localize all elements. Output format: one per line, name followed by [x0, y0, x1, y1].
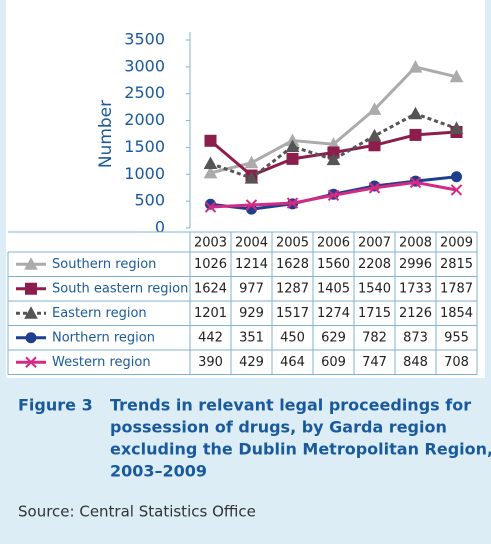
table-cell: 2996	[399, 257, 432, 272]
table-cell: 1517	[276, 306, 309, 321]
table-cell: 1628	[276, 257, 309, 272]
table-cell: 429	[239, 355, 264, 370]
marker	[244, 155, 259, 169]
y-tick-label: 2000	[124, 110, 165, 129]
y-tick-label: 1000	[124, 164, 165, 183]
table-cell: 351	[239, 330, 264, 345]
table-cell: 1274	[317, 306, 350, 321]
table-cell: 609	[321, 355, 346, 370]
marker	[409, 128, 422, 141]
marker	[204, 201, 217, 213]
y-tick-label: 500	[134, 191, 165, 210]
marker	[408, 60, 423, 73]
table-cell: 929	[239, 306, 264, 321]
table-cell: 1287	[276, 281, 309, 296]
x-tick-label: 2005	[276, 236, 309, 251]
marker	[409, 176, 422, 189]
table-cell: 1624	[194, 281, 227, 296]
legend-label: Northern region	[52, 330, 155, 345]
marker	[286, 197, 299, 209]
y-axis-label: Number	[96, 100, 116, 168]
marker	[449, 69, 464, 83]
table-cell: 629	[321, 330, 346, 345]
table-cell: 2815	[440, 257, 473, 272]
table-cell: 1214	[235, 257, 268, 272]
legend-label: South eastern region	[52, 281, 188, 296]
marker	[285, 139, 300, 153]
marker	[25, 332, 37, 344]
table-cell: 1787	[440, 281, 473, 296]
marker	[326, 152, 341, 166]
marker	[327, 189, 340, 201]
table-cell: 873	[403, 330, 428, 345]
table-cell: 442	[198, 330, 223, 345]
table-cell: 708	[444, 355, 469, 370]
marker	[203, 165, 218, 179]
marker	[203, 156, 218, 169]
table-cell: 1405	[317, 281, 350, 296]
table-cell: 1715	[358, 306, 391, 321]
table-cell: 1540	[358, 281, 391, 296]
marker	[450, 184, 463, 196]
marker	[25, 356, 37, 368]
marker	[25, 282, 37, 295]
y-tick-label: 3500	[124, 30, 165, 49]
marker	[449, 121, 464, 134]
marker	[367, 102, 382, 115]
table-cell: 1201	[194, 306, 227, 321]
legend-label: Western region	[52, 355, 151, 370]
marker	[368, 139, 381, 152]
table-cell: 2208	[358, 257, 391, 272]
caption-line: Trends in relevant legal proceedings for	[110, 396, 471, 415]
y-tick-label: 2500	[124, 83, 165, 102]
x-tick-label: 2008	[399, 236, 432, 251]
caption-line: excluding the Dublin Metropolitan Region…	[110, 440, 491, 459]
caption-line: 2003–2009	[110, 462, 207, 481]
chart-panel	[6, 0, 485, 378]
marker	[204, 134, 217, 147]
x-tick-label: 2007	[358, 236, 391, 251]
figure-label: Figure 3	[18, 396, 93, 415]
table-cell: 464	[280, 355, 305, 370]
table-cell: 1733	[399, 281, 432, 296]
caption-line: possession of drugs, by Garda region	[110, 418, 447, 437]
marker	[451, 171, 462, 183]
marker	[368, 182, 381, 194]
table-cell: 848	[403, 355, 428, 370]
marker	[245, 199, 258, 211]
table-cell: 390	[198, 355, 223, 370]
x-tick-label: 2004	[235, 236, 268, 251]
legend-label: Eastern region	[52, 306, 147, 321]
y-tick-label: 0	[155, 218, 165, 237]
marker	[367, 128, 382, 142]
x-tick-label: 2009	[440, 236, 473, 251]
marker	[24, 306, 38, 319]
table-cell: 1854	[440, 306, 473, 321]
x-tick-label: 2003	[194, 236, 227, 251]
source: Source: Central Statistics Office	[18, 503, 256, 521]
table-cell: 1560	[317, 257, 350, 272]
table-cell: 977	[239, 281, 264, 296]
marker	[286, 152, 299, 165]
y-tick-label: 1500	[124, 137, 165, 156]
table-cell: 450	[280, 330, 305, 345]
table-cell: 782	[362, 330, 387, 345]
marker	[24, 257, 38, 270]
x-tick-label: 2006	[317, 236, 350, 251]
table-cell: 955	[444, 330, 469, 345]
legend-label: Southern region	[52, 257, 156, 272]
y-tick-label: 3000	[124, 56, 165, 75]
marker	[244, 171, 259, 184]
table-cell: 747	[362, 355, 387, 370]
table-cell: 1026	[194, 257, 227, 272]
marker	[408, 106, 423, 120]
table-cell: 2126	[399, 306, 432, 321]
